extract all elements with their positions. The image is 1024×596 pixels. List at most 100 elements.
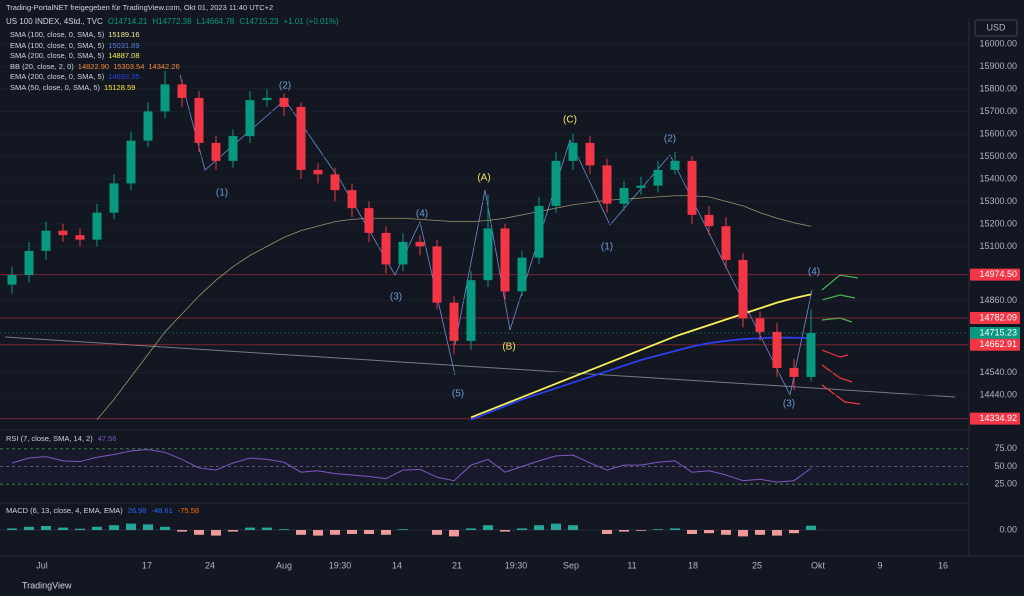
rsi-tick-label: 75.00	[994, 443, 1017, 453]
macd-bar	[177, 530, 187, 532]
macd-bar	[75, 528, 85, 530]
macd-bar	[772, 530, 782, 536]
x-tick-label: 19:30	[505, 560, 528, 570]
candle-body	[568, 142, 578, 161]
legend-row[interactable]: SMA (200, close, 0, SMA, 5) 14887.08	[6, 51, 180, 62]
candle-body	[92, 212, 102, 240]
candle-body	[534, 205, 544, 258]
wave-label: (A)	[477, 173, 490, 184]
x-tick-label: 18	[688, 560, 698, 570]
legend-name: SMA (50, close, 0, SMA, 5)	[10, 82, 101, 92]
macd-bar	[109, 525, 119, 530]
candle-body	[296, 106, 306, 170]
x-tick-label: 21	[452, 560, 462, 570]
wave-label: (B)	[502, 342, 515, 353]
wave-label: (4)	[808, 267, 820, 278]
candle-body	[687, 160, 697, 215]
macd-bar	[738, 530, 748, 537]
y-tick-label: 15900.00	[979, 61, 1017, 71]
macd-bar	[347, 530, 357, 534]
candle-body	[24, 250, 34, 275]
legend-name: SMA (200, close, 0, SMA, 5)	[10, 51, 105, 60]
x-tick-label: 19:30	[329, 560, 352, 570]
x-tick-label: 14	[392, 560, 402, 570]
macd-bar	[449, 530, 459, 537]
candle-body	[41, 230, 51, 251]
macd-bar	[160, 526, 170, 530]
macd-bar	[466, 528, 476, 530]
x-tick-label: 16	[938, 560, 948, 570]
macd-bar	[381, 530, 391, 535]
header-item: +1.01 (+0.01%)	[283, 17, 339, 26]
brand: TradingView	[22, 580, 72, 590]
macd-bar	[517, 528, 527, 530]
macd-bar	[313, 530, 323, 536]
macd-bar	[568, 525, 578, 530]
macd-value: -75.58	[177, 506, 200, 515]
wave-label: (3)	[390, 292, 402, 303]
candle-body	[364, 208, 374, 233]
legend-row[interactable]: BB (20, close, 2, 0) 14822.90 15303.54 1434…	[6, 62, 180, 73]
target-arrows	[821, 274, 859, 323]
macd-bar	[636, 530, 646, 531]
macd-bar	[789, 530, 799, 534]
candle-body	[585, 142, 595, 166]
wave-lines	[179, 74, 456, 376]
candle-body	[7, 274, 17, 285]
macd-bar	[126, 523, 136, 530]
macd-bar	[755, 530, 765, 535]
macd-value: -48.61	[151, 506, 173, 515]
candle-body	[432, 246, 442, 303]
macd-bar	[670, 528, 680, 530]
candle-body	[670, 160, 680, 170]
symbol-header: US 100 INDEX, 4Std., TVC O14714.21 H14772.…	[6, 17, 339, 26]
legend-row[interactable]: EMA (200, close, 0, SMA, 5) 14693.35	[6, 72, 180, 83]
header-item: C14715.23	[239, 17, 279, 26]
x-tick-label: 9	[877, 560, 882, 570]
candle-body	[126, 140, 136, 184]
macd-bar	[806, 525, 816, 530]
legend-row[interactable]: SMA (50, close, 0, SMA, 5) 15128.59	[6, 83, 180, 94]
candle-body	[143, 111, 153, 141]
legend-row[interactable]: SMA (100, close, 0, SMA, 5) 15189.16	[6, 30, 180, 41]
macd-bar	[143, 524, 153, 530]
candle-body	[58, 230, 68, 236]
candle-body	[806, 333, 816, 377]
candle-body	[619, 187, 629, 204]
legend-value: 14342.26	[148, 61, 180, 71]
y-tick-label: 15400.00	[979, 173, 1017, 183]
macd-bar	[279, 529, 289, 530]
y-tick-label: 14440.00	[979, 389, 1017, 399]
price-tag-label: 14662.91	[979, 339, 1017, 349]
legend-row[interactable]: EMA (100, close, 0, SMA, 5) 15031.89	[6, 41, 180, 52]
macd-header: MACD (6, 13, close, 4, EMA, EMA) 26.98 -48…	[6, 506, 199, 515]
legend-value: 15128.59	[104, 82, 136, 92]
macd-bar	[24, 526, 34, 530]
macd-bar	[687, 530, 697, 534]
candle-body	[602, 165, 612, 204]
candle-body	[449, 302, 459, 341]
macd-bar	[551, 523, 561, 530]
candle-body	[279, 97, 289, 107]
legend-value: 15189.16	[108, 30, 140, 39]
price-tag-label: 14782.09	[979, 312, 1017, 322]
currency-box[interactable]	[974, 19, 1018, 37]
y-tick-label: 16000.00	[979, 38, 1017, 48]
candle-body	[704, 214, 714, 227]
candle-body	[330, 174, 340, 191]
macd-bar	[653, 529, 663, 530]
candle-body	[789, 367, 799, 377]
header-item: L14664.78	[196, 17, 235, 26]
macd-bar	[500, 530, 510, 532]
wave-lines	[454, 138, 813, 397]
rsi-tick-label: 50.00	[994, 461, 1017, 471]
rsi-line	[11, 448, 812, 483]
caption: Trading-PortalNET freigegeben für Tradin…	[6, 3, 273, 12]
header-item: H14772.38	[152, 17, 192, 26]
header-item: O14714.21	[107, 17, 148, 26]
rsi-tick-label: 25.00	[994, 479, 1017, 489]
candle-body	[738, 259, 748, 319]
price-tag	[970, 311, 1020, 324]
candle-body	[415, 241, 425, 247]
candle-body	[177, 84, 187, 98]
